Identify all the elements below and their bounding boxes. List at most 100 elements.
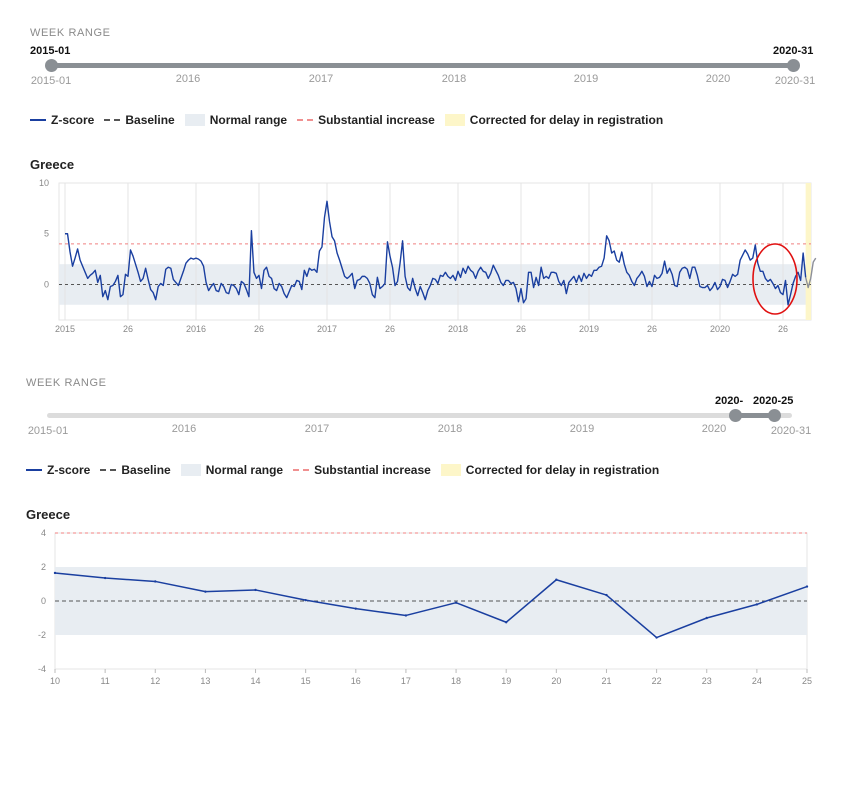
x-tick-label: 26: [778, 324, 788, 334]
corrected-swatch: [440, 464, 461, 476]
annotation-circle: [752, 243, 798, 315]
scale-end-label: 2020-31: [774, 75, 816, 87]
x-tick-label: 16: [351, 676, 361, 686]
zscore-point: [154, 580, 157, 583]
week-range-selection[interactable]: [736, 413, 776, 418]
zscore-point: [254, 588, 257, 592]
week-range-track[interactable]: [47, 413, 792, 418]
x-tick-label: 18: [451, 676, 461, 686]
legend-item-normal-range[interactable]: Normal range: [184, 113, 287, 127]
zscore-series-line: [54, 572, 808, 639]
zscore-point: [354, 607, 357, 610]
corrected-region: [805, 183, 811, 320]
slider-end-value: 2020-31: [773, 45, 814, 57]
week-range-selection[interactable]: [52, 63, 794, 68]
y-tick-label: 4: [41, 528, 46, 538]
y-tick-label: 10: [39, 178, 49, 188]
slider-start-value: 2015-01: [30, 45, 71, 57]
scale-start-label: 2015-01: [30, 75, 72, 87]
x-tick-label: 2019: [579, 324, 599, 334]
normal-range-swatch: [184, 114, 205, 126]
y-tick-label: -2: [38, 630, 46, 640]
chart-legend: Z-score Baseline Normal range Substantia…: [30, 113, 673, 127]
x-tick-label: 12: [150, 676, 160, 686]
legend-item-substantial-increase[interactable]: Substantial increase: [297, 113, 435, 127]
zscore-point: [555, 578, 558, 581]
year-tick: 2020: [705, 73, 731, 85]
year-tick: 2019: [573, 73, 599, 85]
zscore-point: [404, 614, 408, 617]
slider-end-handle[interactable]: [787, 59, 800, 72]
legend-item-corrected[interactable]: Corrected for delay in registration: [444, 113, 663, 127]
x-tick-label: 22: [652, 676, 662, 686]
slider-end-handle[interactable]: [768, 409, 781, 422]
x-tick-label: 19: [501, 676, 511, 686]
scale-end-label: 2020-31: [770, 425, 812, 437]
week-range-label: WEEK RANGE: [30, 27, 111, 39]
legend-item-substantial-increase[interactable]: Substantial increase: [293, 463, 431, 477]
y-tick-label: -4: [38, 664, 46, 674]
x-tick-label: 2015: [55, 324, 75, 334]
y-tick-label: 0: [44, 279, 49, 289]
zscore-point: [805, 585, 809, 588]
zscore-point: [304, 598, 307, 602]
x-tick-label: 26: [385, 324, 395, 334]
y-tick-label: 0: [41, 596, 46, 606]
x-tick-label: 10: [50, 676, 60, 686]
x-tick-label: 26: [123, 324, 133, 334]
x-tick-label: 2020: [710, 324, 730, 334]
y-tick-label: 5: [44, 229, 49, 239]
year-tick: 2016: [175, 73, 201, 85]
legend-item-zscore[interactable]: Z-score: [26, 463, 90, 477]
x-tick-label: 17: [401, 676, 411, 686]
year-tick: 2016: [171, 423, 197, 435]
x-tick-label: 2016: [186, 324, 206, 334]
x-tick-label: 13: [200, 676, 210, 686]
x-tick-label: 23: [702, 676, 712, 686]
zscore-point: [655, 636, 658, 639]
legend-item-normal-range[interactable]: Normal range: [180, 463, 283, 477]
x-tick-label: 2018: [448, 324, 468, 334]
x-tick-label: 24: [752, 676, 762, 686]
zscore-swatch: [30, 119, 46, 121]
normal-range-swatch: [180, 464, 201, 476]
substantial-increase-swatch: [297, 119, 314, 121]
scale-start-label: 2015-01: [27, 425, 69, 437]
zscore-corrected-line: [804, 257, 817, 289]
slider-start-handle[interactable]: [729, 409, 742, 422]
x-tick-label: 2017: [317, 324, 337, 334]
year-tick: 2017: [304, 423, 330, 435]
legend-item-baseline[interactable]: Baseline: [100, 463, 171, 477]
legend-item-baseline[interactable]: Baseline: [104, 113, 175, 127]
year-tick: 2017: [308, 73, 334, 85]
x-tick-label: 26: [647, 324, 657, 334]
legend-item-corrected[interactable]: Corrected for delay in registration: [440, 463, 659, 477]
x-tick-label: 11: [100, 676, 109, 686]
chart-title: Greece: [26, 507, 71, 522]
year-tick: 2018: [441, 73, 467, 85]
x-tick-label: 15: [301, 676, 311, 686]
corrected-swatch: [444, 114, 465, 126]
baseline-swatch: [100, 469, 117, 471]
year-tick: 2019: [569, 423, 595, 435]
slider-end-value: 2020-25: [753, 395, 794, 407]
zscore-swatch: [26, 469, 42, 471]
x-tick-label: 14: [251, 676, 261, 686]
y-tick-label: 2: [41, 562, 46, 572]
x-tick-label: 20: [551, 676, 561, 686]
x-tick-label: 25: [802, 676, 812, 686]
week-range-label: WEEK RANGE: [26, 377, 107, 389]
x-tick-label: 26: [516, 324, 526, 334]
year-tick: 2018: [437, 423, 463, 435]
zscore-point: [103, 576, 107, 580]
zscore-point: [204, 590, 207, 593]
legend-item-zscore[interactable]: Z-score: [30, 113, 94, 127]
zscore-point: [505, 621, 508, 624]
zscore-point: [454, 601, 458, 604]
slider-start-handle[interactable]: [45, 59, 58, 72]
zscore-point: [705, 616, 708, 620]
slider-start-value: 2020-: [715, 395, 744, 407]
zscore-point: [53, 571, 57, 575]
zscore-point: [755, 603, 759, 606]
